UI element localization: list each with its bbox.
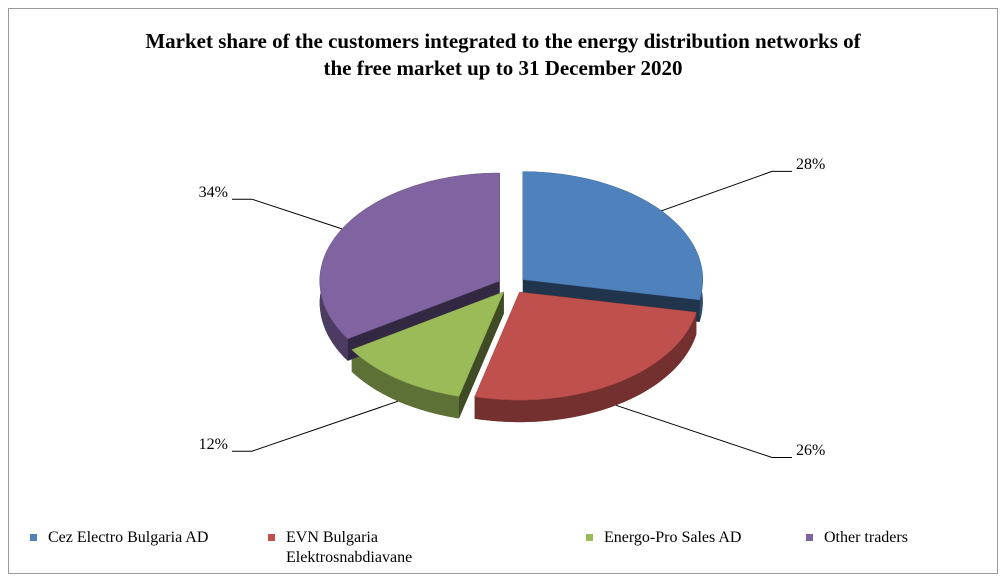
legend: Cez Electro Bulgaria AD EVN Bulgaria Elek… bbox=[30, 528, 990, 578]
data-label: 26% bbox=[796, 442, 825, 459]
legend-item: EVN Bulgaria Elektrosnabdiavane bbox=[268, 528, 466, 568]
legend-swatch bbox=[30, 534, 37, 541]
legend-item: Cez Electro Bulgaria AD bbox=[30, 528, 248, 548]
legend-item: Energo-Pro Sales AD bbox=[586, 528, 764, 548]
leader-line bbox=[661, 170, 792, 212]
data-label: 28% bbox=[796, 156, 825, 173]
leader-line bbox=[232, 400, 399, 452]
legend-item: Other traders bbox=[806, 528, 994, 548]
legend-label: EVN Bulgaria Elektrosnabdiavane bbox=[286, 529, 413, 566]
leader-line bbox=[232, 198, 343, 230]
legend-swatch bbox=[586, 534, 593, 541]
legend-swatch bbox=[268, 534, 275, 541]
legend-label: Cez Electro Bulgaria AD bbox=[48, 529, 209, 546]
data-label: 12% bbox=[199, 436, 228, 453]
slice-wall bbox=[474, 312, 697, 423]
pie-slice bbox=[522, 171, 704, 301]
chart-frame bbox=[8, 8, 998, 574]
legend-label: Energo-Pro Sales AD bbox=[604, 529, 742, 546]
data-label: 34% bbox=[199, 184, 228, 201]
leader-line bbox=[615, 404, 792, 458]
chart-title: Market share of the customers integrated… bbox=[145, 29, 861, 80]
legend-label: Other traders bbox=[824, 529, 908, 546]
slice-wall bbox=[351, 349, 459, 419]
legend-swatch bbox=[806, 534, 813, 541]
pie-slice bbox=[351, 291, 505, 397]
pie-slice bbox=[474, 291, 697, 401]
slice-side bbox=[459, 291, 504, 419]
